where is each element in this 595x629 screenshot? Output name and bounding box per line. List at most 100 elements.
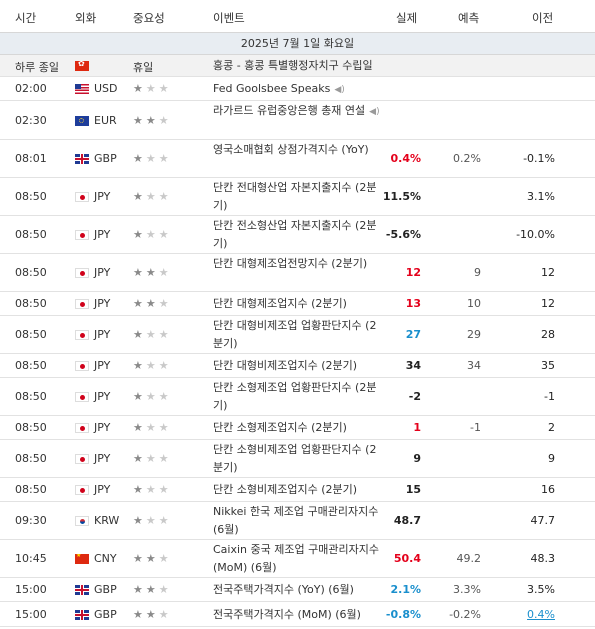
- event-name-text[interactable]: 라가르드 유럽중앙은행 총재 연설: [213, 104, 366, 117]
- event-name[interactable]: 단칸 대형비제조업 업황판단지수 (2분기): [213, 317, 383, 353]
- event-name[interactable]: 단칸 대형제조업전망지수 (2분기): [213, 255, 383, 273]
- forecast-value: 49.2: [456, 552, 482, 565]
- table-row[interactable]: 08:50 JPY ★★★ 단칸 소형제조업지수 (2분기) 1 -1 2: [0, 416, 595, 440]
- event-name[interactable]: Caixin 중국 제조업 구매관리자지수 (MoM) (6월): [213, 541, 383, 577]
- event-name[interactable]: 영국소매협회 상점가격지수 (YoY): [213, 141, 383, 159]
- header-importance[interactable]: 중요성: [133, 11, 165, 25]
- previous-value: 48.3: [530, 552, 556, 565]
- actual-value: 2.1%: [390, 583, 421, 596]
- table-row[interactable]: 08:50 JPY ★★★ 단칸 대형비제조업 업황판단지수 (2분기) 27 29 28: [0, 316, 595, 354]
- star-icon: ★: [145, 266, 159, 279]
- event-name-text[interactable]: 단칸 전대형산업 자본지출지수 (2분기): [213, 181, 377, 212]
- event-name-text[interactable]: 단칸 소형제조업지수 (2분기): [213, 421, 347, 434]
- event-name[interactable]: Nikkei 한국 제조업 구매관리자지수 (6월): [213, 503, 383, 539]
- table-row[interactable]: 10:45CNY★★★Caixin 중국 제조업 구매관리자지수 (MoM) (…: [0, 540, 595, 578]
- kr-flag-icon: [75, 516, 89, 526]
- table-row[interactable]: 02:30 EUR ★★★ 라가르드 유럽중앙은행 총재 연설 ◀): [0, 101, 595, 140]
- importance-stars: ★★★: [133, 328, 172, 341]
- header-actual[interactable]: 실제: [396, 11, 418, 25]
- previous-value: 2: [548, 421, 555, 434]
- star-icon: ★: [158, 152, 172, 165]
- star-icon: ★: [133, 297, 146, 310]
- actual-value: -0.8%: [385, 608, 421, 621]
- event-name[interactable]: 단칸 소형비제조업지수 (2분기): [213, 481, 383, 499]
- currency-code: JPY: [94, 266, 111, 279]
- event-name[interactable]: 단칸 소형제조업 업황판단지수 (2분기): [213, 379, 383, 415]
- event-name-text[interactable]: 단칸 대형제조업지수 (2분기): [213, 297, 347, 310]
- star-icon: ★: [158, 190, 172, 203]
- table-row[interactable]: 08:50 JPY ★★★ 단칸 대형제조업지수 (2분기) 13 10 12: [0, 292, 595, 316]
- event-name[interactable]: 라가르드 유럽중앙은행 총재 연설 ◀): [213, 102, 383, 121]
- event-name-text[interactable]: 단칸 대형제조업전망지수 (2분기): [213, 257, 368, 270]
- star-icon: ★: [145, 608, 159, 621]
- star-icon: ★: [158, 82, 172, 95]
- event-time: 08:50: [15, 266, 47, 279]
- table-row[interactable]: 08:50 JPY ★★★ 단칸 대형제조업전망지수 (2분기) 12 9 12: [0, 254, 595, 292]
- event-name[interactable]: 전국주택가격지수 (YoY) (6월): [213, 581, 383, 599]
- event-name[interactable]: 단칸 전소형산업 자본지출지수 (2분기): [213, 217, 383, 253]
- header-previous[interactable]: 이전: [532, 11, 554, 25]
- event-time: 08:50: [15, 452, 47, 465]
- star-icon: ★: [158, 266, 172, 279]
- event-name-text[interactable]: Fed Goolsbee Speaks: [213, 82, 331, 95]
- star-icon: ★: [133, 583, 146, 596]
- event-name-text[interactable]: 단칸 소형비제조업 업황판단지수 (2분기): [213, 443, 377, 474]
- event-name-text[interactable]: 전국주택가격지수 (MoM) (6월): [213, 608, 361, 621]
- table-row[interactable]: 15:00 GBP ★★★ 전국주택가격지수 (MoM) (6월) -0.8% -0.2%…: [0, 602, 595, 627]
- table-row[interactable]: 08:50 JPY ★★★ 단칸 전대형산업 자본지출지수 (2분기) 11.5% 3.1…: [0, 178, 595, 216]
- currency-code: USD: [94, 82, 118, 95]
- table-row[interactable]: 08:50 JPY ★★★ 단칸 전소형산업 자본지출지수 (2분기) -5.6% -10…: [0, 216, 595, 254]
- event-name-text[interactable]: 영국소매협회 상점가격지수 (YoY): [213, 143, 369, 156]
- event-name[interactable]: Fed Goolsbee Speaks ◀): [213, 80, 383, 99]
- table-row[interactable]: 15:00 GBP ★★★ 전국주택가격지수 (YoY) (6월) 2.1% 3.3% 3.…: [0, 578, 595, 602]
- table-row[interactable]: 08:01 GBP ★★★ 영국소매협회 상점가격지수 (YoY) 0.4% 0.2% -0…: [0, 140, 595, 178]
- event-name-text[interactable]: 단칸 대형비제조업지수 (2분기): [213, 359, 358, 372]
- table-row[interactable]: 08:50 JPY ★★★ 단칸 대형비제조업지수 (2분기) 34 34 35: [0, 354, 595, 378]
- currency-code: CNY: [94, 552, 117, 565]
- holiday-time: 하루 종일: [15, 61, 59, 74]
- holiday-row[interactable]: 하루 종일 휴일 홍콩 - 홍콩 특별행정자치구 수립일: [0, 55, 595, 77]
- jp-flag-icon: [75, 361, 89, 371]
- previous-value: -10.0%: [516, 228, 555, 241]
- star-icon: ★: [145, 452, 159, 465]
- event-name-text[interactable]: 단칸 소형제조업 업황판단지수 (2분기): [213, 381, 377, 412]
- star-icon: ★: [158, 114, 172, 127]
- header-time[interactable]: 시간: [15, 11, 37, 25]
- previous-value: 0.4%: [527, 608, 555, 621]
- cn-flag-icon: [75, 554, 89, 564]
- previous-value: -0.1%: [523, 152, 555, 165]
- actual-value: 13: [405, 297, 421, 310]
- star-icon: ★: [145, 483, 159, 496]
- event-name[interactable]: 단칸 소형비제조업 업황판단지수 (2분기): [213, 441, 383, 477]
- star-icon: ★: [145, 114, 159, 127]
- event-name[interactable]: 단칸 대형비제조업지수 (2분기): [213, 357, 383, 375]
- star-icon: ★: [145, 514, 159, 527]
- table-row[interactable]: 08:50 JPY ★★★ 단칸 소형비제조업지수 (2분기) 15 16: [0, 478, 595, 502]
- event-name-text[interactable]: Nikkei 한국 제조업 구매관리자지수 (6월): [213, 505, 379, 536]
- header-forecast[interactable]: 예측: [458, 11, 480, 25]
- table-row[interactable]: 02:00 USD ★★★ Fed Goolsbee Speaks ◀): [0, 77, 595, 101]
- actual-value: 27: [405, 328, 421, 341]
- actual-value: 15: [405, 483, 421, 496]
- star-icon: ★: [145, 82, 159, 95]
- event-name-text[interactable]: 전국주택가격지수 (YoY) (6월): [213, 583, 354, 596]
- previous-value: 12: [541, 266, 555, 279]
- table-row[interactable]: 08:50 JPY ★★★ 단칸 소형제조업 업황판단지수 (2분기) -2 -1: [0, 378, 595, 416]
- star-icon: ★: [133, 190, 146, 203]
- event-name-text[interactable]: Caixin 중국 제조업 구매관리자지수 (MoM) (6월): [213, 543, 379, 574]
- actual-value: 1: [413, 421, 421, 434]
- event-name-text[interactable]: 단칸 전소형산업 자본지출지수 (2분기): [213, 219, 377, 250]
- event-name[interactable]: 단칸 대형제조업지수 (2분기): [213, 295, 383, 313]
- actual-value: 0.4%: [390, 152, 421, 165]
- header-currency[interactable]: 외화: [75, 11, 97, 25]
- table-row[interactable]: 09:30 KRW ★★★ Nikkei 한국 제조업 구매관리자지수 (6월) 48.…: [0, 502, 595, 540]
- event-name-text[interactable]: 단칸 소형비제조업지수 (2분기): [213, 483, 358, 496]
- star-icon: ★: [158, 452, 172, 465]
- event-name[interactable]: 단칸 소형제조업지수 (2분기): [213, 419, 383, 437]
- event-name[interactable]: 전국주택가격지수 (MoM) (6월): [213, 606, 383, 624]
- date-header: 2025년 7월 1일 화요일: [0, 33, 595, 55]
- header-event[interactable]: 이벤트: [213, 11, 245, 25]
- table-row[interactable]: 08:50 JPY ★★★ 단칸 소형비제조업 업황판단지수 (2분기) 9 9: [0, 440, 595, 478]
- event-name[interactable]: 단칸 전대형산업 자본지출지수 (2분기): [213, 179, 383, 215]
- event-name-text[interactable]: 단칸 대형비제조업 업황판단지수 (2분기): [213, 319, 377, 350]
